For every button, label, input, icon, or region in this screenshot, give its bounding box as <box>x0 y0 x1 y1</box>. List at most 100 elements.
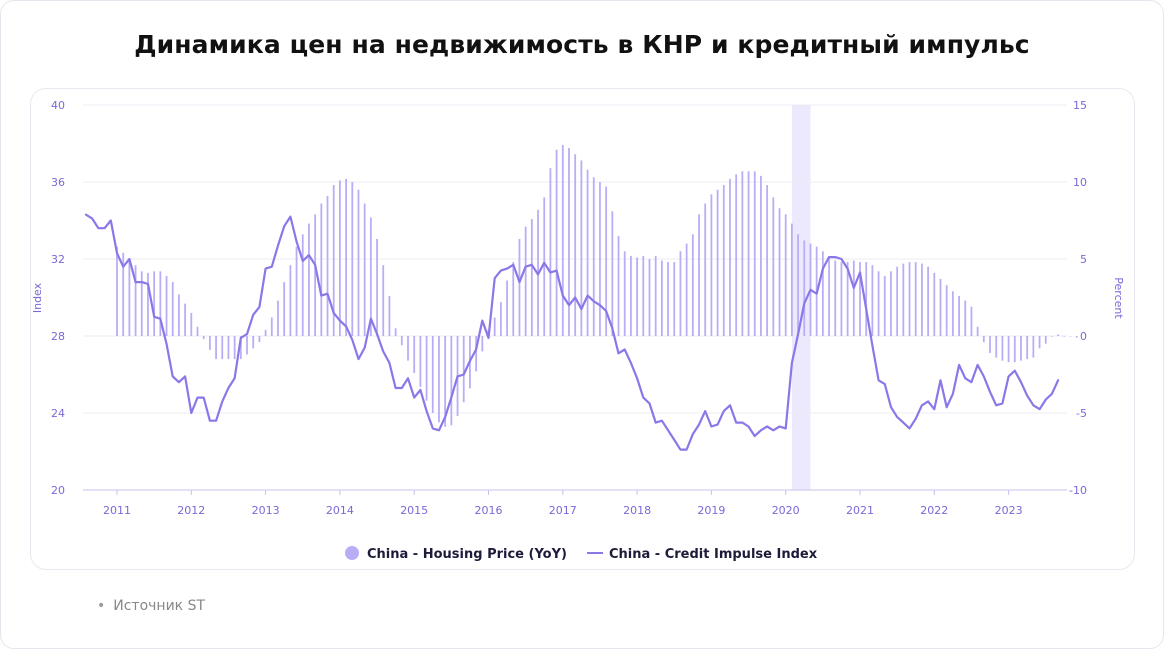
housing-price-bar <box>902 263 905 336</box>
housing-price-bar <box>221 336 224 360</box>
housing-price-bar <box>574 154 577 336</box>
housing-price-bar <box>481 336 484 352</box>
housing-price-bar <box>134 265 137 336</box>
housing-price-bar <box>883 275 886 336</box>
housing-price-bar <box>840 262 843 336</box>
housing-price-bar <box>215 336 217 360</box>
housing-price-bar <box>450 336 453 426</box>
housing-price-bar <box>1007 336 1010 363</box>
housing-price-bar <box>147 272 149 336</box>
housing-price-bar <box>431 336 434 413</box>
housing-price-bar <box>351 182 354 336</box>
housing-price-bar <box>376 238 378 336</box>
x-tick-label: 2023 <box>995 504 1023 517</box>
housing-price-bar <box>382 265 385 336</box>
x-tick-label: 2020 <box>772 504 800 517</box>
housing-price-bar <box>184 303 187 336</box>
housing-price-bar <box>1026 336 1029 360</box>
housing-price-bar <box>512 262 515 336</box>
housing-price-bar <box>982 336 985 343</box>
legend-bar-marker <box>345 546 359 560</box>
x-tick-label: 2014 <box>326 504 354 517</box>
housing-price-bar <box>171 282 174 336</box>
housing-price-bar <box>314 214 317 336</box>
housing-price-bar <box>1057 334 1060 336</box>
housing-price-bar <box>691 234 694 336</box>
y-left-tick-label: 20 <box>51 484 65 497</box>
housing-price-bar <box>140 271 143 336</box>
housing-price-bar <box>951 291 954 336</box>
housing-price-bar <box>277 300 279 336</box>
housing-price-bar <box>958 295 960 336</box>
housing-price-bar <box>939 279 942 336</box>
housing-price-bar <box>611 211 614 336</box>
housing-price-bar <box>568 148 570 336</box>
housing-price-bar <box>1001 336 1004 361</box>
housing-price-bar <box>239 336 242 360</box>
housing-price-bar <box>722 185 725 336</box>
housing-price-bar <box>332 185 335 336</box>
housing-price-bar <box>599 182 601 336</box>
y-right-axis-title: Percent <box>1112 277 1125 319</box>
y-right-tick-label: -5 <box>1076 407 1087 420</box>
housing-price-bar <box>400 336 403 346</box>
housing-price-bar <box>797 234 799 336</box>
housing-price-bar <box>654 255 657 336</box>
housing-price-bar <box>407 336 409 361</box>
housing-price-bar <box>704 203 707 336</box>
housing-price-bar <box>1013 336 1016 363</box>
housing-price-bar <box>735 174 738 336</box>
housing-price-bar <box>685 243 688 336</box>
housing-price-bar <box>252 336 255 349</box>
housing-price-bar <box>208 336 211 350</box>
housing-price-bar <box>530 218 533 336</box>
housing-price-bar <box>605 186 608 336</box>
housing-price-bar <box>623 251 626 336</box>
page-title: Динамика цен на недвижимость в КНР и кре… <box>134 30 1030 59</box>
housing-price-bar <box>506 280 508 336</box>
housing-price-bar <box>698 214 700 336</box>
housing-price-bar <box>270 317 273 336</box>
y-left-tick-label: 40 <box>51 99 65 112</box>
housing-price-bar <box>933 272 936 336</box>
housing-price-bar <box>549 168 552 336</box>
housing-price-bar <box>871 265 874 336</box>
housing-price-bar <box>890 271 892 336</box>
housing-price-bar <box>462 336 465 403</box>
housing-price-bar <box>413 336 416 373</box>
housing-price-bar <box>499 302 502 336</box>
housing-price-bar <box>1038 336 1041 349</box>
y-right-tick-label: 0 <box>1080 330 1087 343</box>
x-tick-label: 2012 <box>177 504 205 517</box>
housing-price-bar <box>772 197 775 336</box>
housing-price-bar <box>586 169 589 336</box>
housing-price-bar <box>165 275 168 336</box>
housing-price-bar <box>995 336 998 358</box>
housing-price-bar <box>679 251 682 336</box>
housing-price-bar <box>196 326 199 336</box>
housing-price-bar <box>803 240 806 336</box>
y-left-tick-label: 32 <box>51 253 65 266</box>
housing-price-bar <box>896 266 899 336</box>
housing-price-bar <box>580 160 583 336</box>
housing-price-bar <box>760 175 762 336</box>
legend-line-label: China - Credit Impulse Index <box>609 547 818 562</box>
housing-price-bar <box>859 262 861 336</box>
housing-price-bar <box>295 246 298 336</box>
housing-price-bar <box>921 263 923 336</box>
housing-price-bar <box>555 149 558 336</box>
x-tick-label: 2018 <box>623 504 651 517</box>
housing-price-bar <box>159 271 162 336</box>
housing-price-bar <box>784 214 787 336</box>
x-tick-label: 2021 <box>846 504 874 517</box>
housing-price-bar <box>989 336 991 353</box>
housing-price-bar <box>227 336 230 360</box>
housing-price-bar <box>636 257 638 336</box>
housing-price-bar <box>667 262 669 336</box>
housing-price-bar <box>524 226 527 336</box>
housing-price-bar <box>475 336 478 372</box>
housing-price-bar <box>116 246 118 336</box>
housing-price-bar <box>1044 336 1047 344</box>
housing-price-bar <box>258 336 261 343</box>
y-left-tick-label: 28 <box>51 330 65 343</box>
